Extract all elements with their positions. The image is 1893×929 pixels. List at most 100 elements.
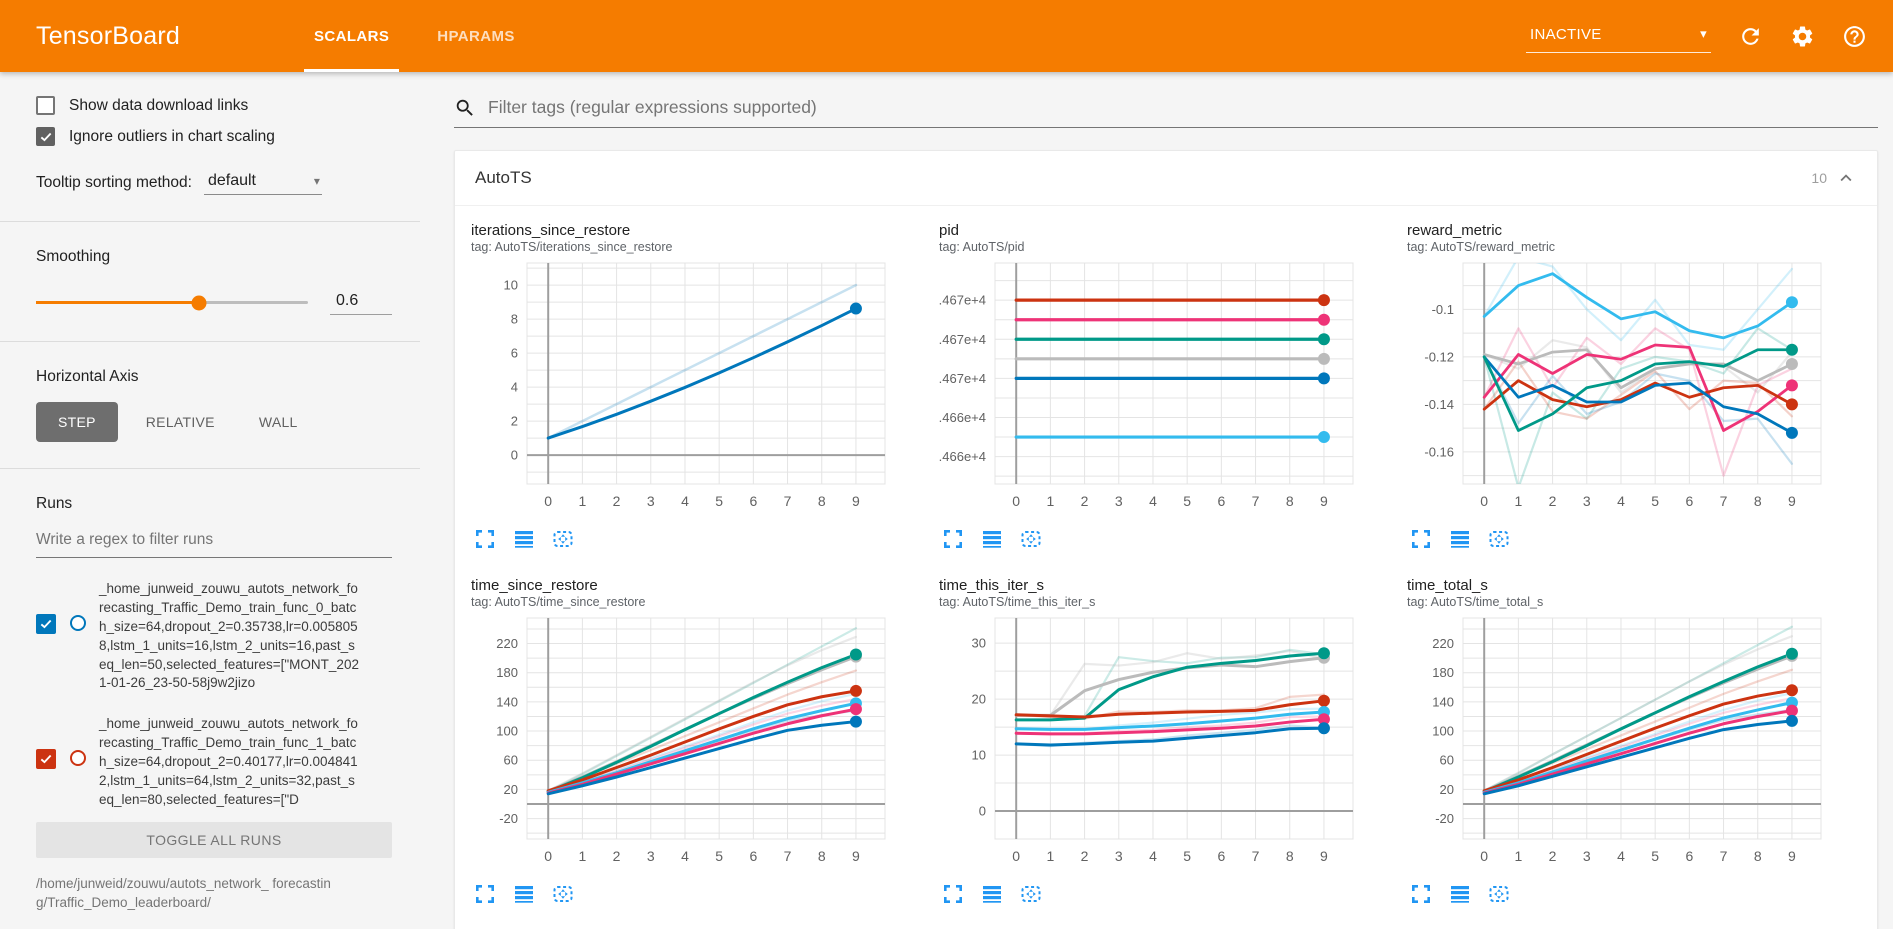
svg-text:2: 2 bbox=[1081, 493, 1089, 509]
expand-chart-icon[interactable] bbox=[473, 882, 497, 906]
svg-text:9: 9 bbox=[852, 848, 860, 864]
svg-text:2.467e+4: 2.467e+4 bbox=[939, 332, 986, 347]
svg-text:1: 1 bbox=[1514, 848, 1522, 864]
svg-text:3: 3 bbox=[1115, 493, 1123, 509]
axis-step-button[interactable]: STEP bbox=[36, 402, 118, 442]
svg-text:140: 140 bbox=[1432, 694, 1454, 709]
data-status-dropdown[interactable]: INACTIVE ▾ bbox=[1526, 20, 1711, 53]
expand-chart-icon[interactable] bbox=[1409, 882, 1433, 906]
svg-text:6: 6 bbox=[1217, 493, 1225, 509]
settings-gear-icon[interactable] bbox=[1789, 23, 1815, 49]
svg-text:0: 0 bbox=[1480, 493, 1488, 509]
checkbox-checked-icon[interactable] bbox=[36, 127, 55, 146]
divider bbox=[0, 468, 420, 469]
tooltip-sorting-select[interactable]: default ▾ bbox=[203, 170, 322, 195]
horizontal-lines-icon[interactable] bbox=[980, 527, 1004, 551]
svg-text:2.467e+4: 2.467e+4 bbox=[939, 293, 986, 308]
fit-to-data-icon[interactable] bbox=[1019, 527, 1043, 551]
svg-text:1: 1 bbox=[1514, 493, 1522, 509]
svg-text:6: 6 bbox=[511, 346, 518, 361]
expand-chart-icon[interactable] bbox=[941, 527, 965, 551]
checkbox-label: Show data download links bbox=[69, 96, 249, 114]
smoothing-slider[interactable] bbox=[36, 295, 308, 310]
tab-hparams[interactable]: HPARAMS bbox=[437, 27, 515, 45]
svg-text:5: 5 bbox=[715, 493, 723, 509]
svg-text:-20: -20 bbox=[1435, 811, 1454, 826]
runs-filter-input[interactable] bbox=[36, 527, 392, 558]
svg-text:7: 7 bbox=[1252, 493, 1260, 509]
svg-text:180: 180 bbox=[496, 665, 518, 680]
fit-to-data-icon[interactable] bbox=[1019, 882, 1043, 906]
chart-card-reward_metric: reward_metric tag: AutoTS/reward_metric -0… bbox=[1407, 222, 1865, 551]
svg-text:60: 60 bbox=[504, 753, 518, 768]
chart-title: iterations_since_restore bbox=[471, 222, 631, 239]
horizontal-lines-icon[interactable] bbox=[512, 882, 536, 906]
chart-plot[interactable]: 2.467e+4 2.467e+4 2.467e+4 2.466e+4 2.466e+4… bbox=[931, 258, 1359, 518]
help-icon[interactable] bbox=[1841, 23, 1867, 49]
chart-plot[interactable]: 220 180 140 100 60 20 -20 0 1 2 3 4 5 6 7 8 9 bbox=[471, 613, 891, 873]
svg-text:0: 0 bbox=[979, 804, 986, 819]
tab-scalars[interactable]: SCALARS bbox=[290, 0, 413, 72]
svg-text:5: 5 bbox=[715, 848, 723, 864]
checkbox-icon[interactable] bbox=[36, 96, 55, 115]
chart-plot[interactable]: 220 180 140 100 60 20 -20 0 1 2 3 4 5 6 7 8 9 bbox=[1407, 613, 1827, 873]
toggle-all-runs-button[interactable]: TOGGLE ALL RUNS bbox=[36, 821, 392, 858]
tag-filter-input[interactable] bbox=[486, 96, 1878, 119]
horizontal-lines-icon[interactable] bbox=[512, 527, 536, 551]
smoothing-slider-fill bbox=[36, 301, 200, 304]
run-checkbox-icon[interactable] bbox=[36, 614, 56, 634]
svg-text:140: 140 bbox=[496, 694, 518, 709]
svg-text:-0.12: -0.12 bbox=[1424, 349, 1454, 364]
svg-text:180: 180 bbox=[1432, 665, 1454, 680]
svg-text:1: 1 bbox=[578, 848, 586, 864]
fit-to-data-icon[interactable] bbox=[1487, 527, 1511, 551]
run-radio-icon[interactable] bbox=[70, 750, 86, 767]
fit-to-data-icon[interactable] bbox=[1487, 882, 1511, 906]
svg-text:0: 0 bbox=[511, 448, 518, 463]
tag-group-header[interactable]: AutoTS 10 bbox=[455, 151, 1877, 206]
smoothing-value[interactable]: 0.6 bbox=[330, 290, 392, 315]
expand-chart-icon[interactable] bbox=[473, 527, 497, 551]
axis-wall-button[interactable]: WALL bbox=[258, 414, 298, 430]
axis-relative-button[interactable]: RELATIVE bbox=[145, 414, 215, 430]
horizontal-lines-icon[interactable] bbox=[1448, 882, 1472, 906]
svg-text:3: 3 bbox=[647, 848, 655, 864]
chart-toolbar bbox=[941, 882, 1397, 906]
svg-text:60: 60 bbox=[1440, 753, 1454, 768]
svg-text:4: 4 bbox=[1149, 493, 1157, 509]
fit-to-data-icon[interactable] bbox=[551, 527, 575, 551]
chevron-up-icon[interactable] bbox=[1835, 167, 1857, 189]
run-row-1: _home_junweid_zouwu_autots_network_forec… bbox=[36, 715, 392, 809]
horizontal-lines-icon[interactable] bbox=[1448, 527, 1472, 551]
refresh-icon[interactable] bbox=[1737, 23, 1763, 49]
expand-chart-icon[interactable] bbox=[1409, 527, 1433, 551]
run-radio-icon[interactable] bbox=[70, 615, 86, 631]
run-row-0: _home_junweid_zouwu_autots_network_forec… bbox=[36, 580, 392, 693]
svg-text:4: 4 bbox=[1617, 848, 1625, 864]
svg-text:20: 20 bbox=[972, 692, 986, 707]
svg-text:0: 0 bbox=[1012, 493, 1020, 509]
smoothing-slider-thumb[interactable] bbox=[191, 295, 207, 310]
horizontal-lines-icon[interactable] bbox=[980, 882, 1004, 906]
fit-to-data-icon[interactable] bbox=[551, 882, 575, 906]
run-checkbox-icon[interactable] bbox=[36, 749, 56, 770]
svg-text:-0.16: -0.16 bbox=[1424, 444, 1454, 459]
chart-title: time_total_s bbox=[1407, 577, 1488, 594]
svg-text:20: 20 bbox=[1440, 782, 1454, 797]
chart-tag: tag: AutoTS/reward_metric bbox=[1407, 240, 1555, 254]
expand-chart-icon[interactable] bbox=[941, 882, 965, 906]
horizontal-axis-label: Horizontal Axis bbox=[36, 368, 139, 385]
svg-text:8: 8 bbox=[1286, 493, 1294, 509]
svg-text:4: 4 bbox=[511, 380, 518, 395]
svg-text:2: 2 bbox=[1549, 848, 1557, 864]
chart-plot[interactable]: -0.1 -0.12 -0.14 -0.16 0 1 2 3 4 5 6 7 8 9 bbox=[1407, 258, 1827, 518]
svg-text:2.466e+4: 2.466e+4 bbox=[939, 410, 986, 425]
svg-text:2.466e+4: 2.466e+4 bbox=[939, 449, 986, 464]
svg-text:8: 8 bbox=[818, 848, 826, 864]
caret-down-icon: ▾ bbox=[313, 174, 320, 188]
chart-plot[interactable]: 10 8 6 4 2 0 0 1 2 3 4 5 6 7 8 9 bbox=[471, 258, 891, 518]
chart-tag: tag: AutoTS/time_since_restore bbox=[471, 595, 646, 609]
svg-text:6: 6 bbox=[749, 493, 757, 509]
chart-plot[interactable]: 30 20 10 0 0 1 2 3 4 5 6 7 8 9 bbox=[939, 613, 1359, 873]
